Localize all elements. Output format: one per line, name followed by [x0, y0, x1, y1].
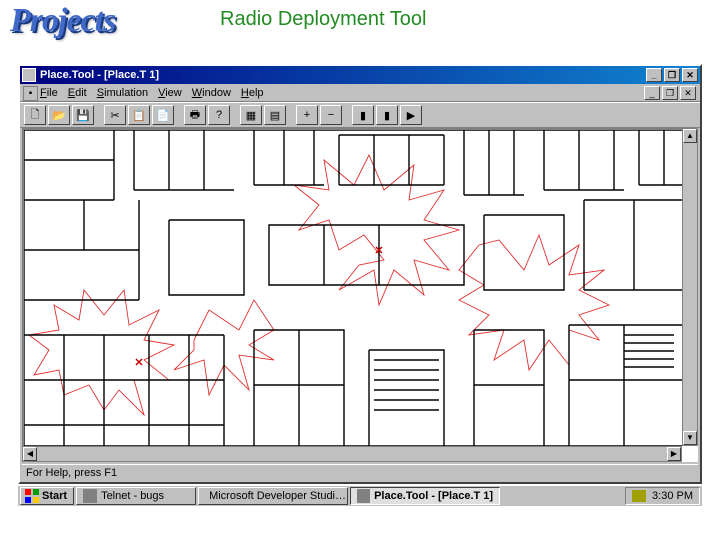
- cut-button[interactable]: ✂: [104, 105, 126, 125]
- window-title: Place.Tool - [Place.T 1]: [40, 69, 644, 81]
- task-placetool-icon: [357, 489, 370, 503]
- horizontal-scrollbar[interactable]: ◀ ▶: [22, 446, 682, 462]
- slide-heading: Projects: [10, 2, 115, 40]
- floorplan-svg: [24, 130, 684, 446]
- help-button[interactable]: ?: [208, 105, 230, 125]
- start-button[interactable]: Start: [20, 487, 74, 505]
- tray-volume-icon[interactable]: [632, 490, 646, 502]
- floorplan-canvas[interactable]: [22, 128, 698, 462]
- menu-help[interactable]: Help: [241, 87, 264, 99]
- save-button[interactable]: 💾: [72, 105, 94, 125]
- start-label: Start: [42, 490, 67, 502]
- task-placetool-label: Place.Tool - [Place.T 1]: [374, 490, 493, 502]
- titlebar[interactable]: Place.Tool - [Place.T 1] _ ❐ ✕: [20, 66, 700, 84]
- task-msdev[interactable]: Microsoft Developer Studi…: [198, 487, 348, 505]
- zoom-out-button[interactable]: −: [320, 105, 342, 125]
- scroll-right-button[interactable]: ▶: [667, 447, 681, 461]
- system-tray: 3:30 PM: [625, 487, 700, 505]
- paste-button[interactable]: 📄: [152, 105, 174, 125]
- task-telnet[interactable]: Telnet - bugs: [76, 487, 196, 505]
- print-button[interactable]: 🖶: [184, 105, 206, 125]
- menu-view[interactable]: View: [158, 87, 182, 99]
- task-placetool[interactable]: Place.Tool - [Place.T 1]: [350, 487, 500, 505]
- place-button[interactable]: ▮: [376, 105, 398, 125]
- scroll-up-button[interactable]: ▲: [683, 129, 697, 143]
- child-close-button[interactable]: ✕: [680, 86, 696, 100]
- status-text: For Help, press F1: [26, 467, 117, 479]
- scroll-down-button[interactable]: ▼: [683, 431, 697, 445]
- app-window: Place.Tool - [Place.T 1] _ ❐ ✕ ▪ File Edi…: [18, 64, 702, 484]
- layer-button[interactable]: ▤: [264, 105, 286, 125]
- grid-button[interactable]: ▦: [240, 105, 262, 125]
- desktop: Place.Tool - [Place.T 1] _ ❐ ✕ ▪ File Edi…: [18, 64, 702, 506]
- child-system-menu-icon[interactable]: ▪: [23, 86, 38, 101]
- task-telnet-label: Telnet - bugs: [101, 490, 164, 502]
- open-button[interactable]: 📂: [48, 105, 70, 125]
- new-button[interactable]: 🗋: [24, 105, 46, 125]
- toolbar: 🗋📂💾✂📋📄🖶?▦▤+−▮▮▶: [20, 102, 700, 128]
- minimize-button[interactable]: _: [646, 68, 662, 82]
- menu-simulation[interactable]: Simulation: [97, 87, 148, 99]
- copy-button[interactable]: 📋: [128, 105, 150, 125]
- menubar: File Edit Simulation View Window Help: [20, 84, 700, 102]
- scroll-left-button[interactable]: ◀: [23, 447, 37, 461]
- close-button[interactable]: ✕: [682, 68, 698, 82]
- clock: 3:30 PM: [652, 490, 693, 502]
- menu-file[interactable]: File: [40, 87, 58, 99]
- run-button[interactable]: ▶: [400, 105, 422, 125]
- task-msdev-label: Microsoft Developer Studi…: [209, 490, 346, 502]
- task-telnet-icon: [83, 489, 97, 503]
- zoom-in-button[interactable]: +: [296, 105, 318, 125]
- taskbar: Start Telnet - bugs Microsoft Developer S…: [18, 484, 702, 506]
- child-minimize-button[interactable]: _: [644, 86, 660, 100]
- maximize-button[interactable]: ❐: [664, 68, 680, 82]
- child-restore-button[interactable]: ❐: [662, 86, 678, 100]
- slide-title: Radio Deployment Tool: [220, 8, 426, 31]
- statusbar: For Help, press F1: [22, 464, 698, 480]
- antenna-button[interactable]: ▮: [352, 105, 374, 125]
- menu-window[interactable]: Window: [192, 87, 231, 99]
- app-icon: [22, 68, 36, 82]
- menu-edit[interactable]: Edit: [68, 87, 87, 99]
- vertical-scrollbar[interactable]: ▲ ▼: [682, 128, 698, 446]
- windows-logo-icon: [25, 489, 39, 503]
